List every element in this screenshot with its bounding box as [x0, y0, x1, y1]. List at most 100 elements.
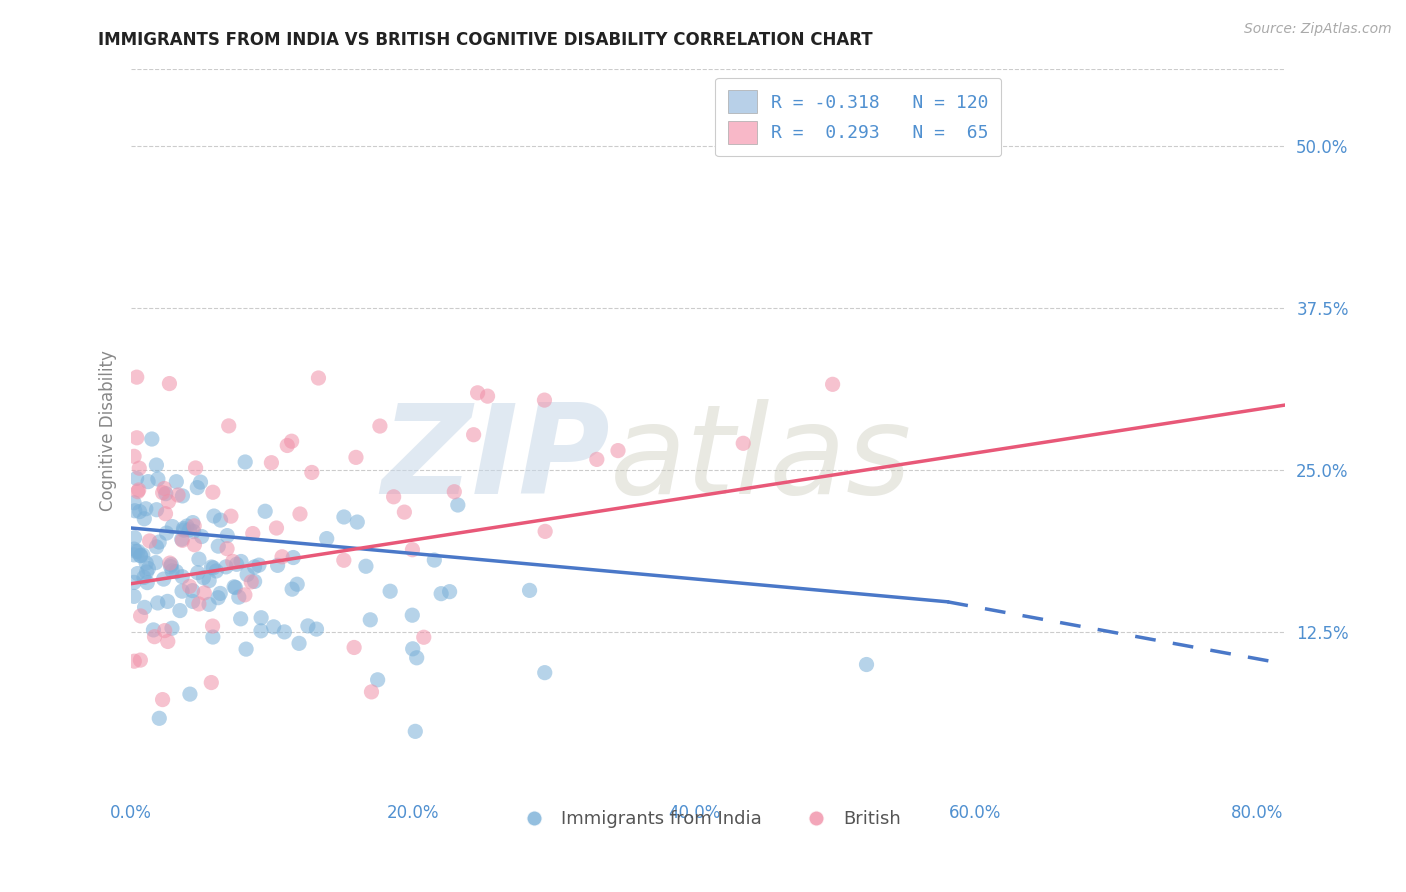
Point	[165, 565, 187, 579]
Point	[315, 532, 337, 546]
Point	[157, 494, 180, 508]
Point	[401, 608, 423, 623]
Point	[181, 583, 204, 598]
Point	[412, 630, 434, 644]
Point	[179, 579, 201, 593]
Point	[122, 496, 145, 510]
Point	[207, 539, 229, 553]
Point	[124, 531, 146, 545]
Point	[382, 490, 405, 504]
Point	[160, 558, 183, 572]
Point	[463, 427, 485, 442]
Point	[477, 389, 499, 403]
Point	[202, 561, 225, 575]
Point	[285, 577, 308, 591]
Point	[201, 485, 224, 500]
Point	[225, 558, 247, 572]
Y-axis label: Cognitive Disability: Cognitive Disability	[100, 351, 117, 511]
Point	[242, 526, 264, 541]
Text: Source: ZipAtlas.com: Source: ZipAtlas.com	[1244, 22, 1392, 37]
Point	[153, 624, 176, 638]
Point	[145, 458, 167, 472]
Point	[135, 565, 157, 579]
Point	[229, 554, 252, 568]
Point	[533, 665, 555, 680]
Point	[423, 553, 446, 567]
Point	[129, 609, 152, 624]
Point	[172, 533, 194, 548]
Point	[301, 466, 323, 480]
Point	[124, 504, 146, 518]
Point	[233, 455, 256, 469]
Point	[346, 515, 368, 529]
Point	[202, 509, 225, 524]
Point	[129, 549, 152, 563]
Point	[169, 604, 191, 618]
Point	[135, 556, 157, 570]
Point	[533, 393, 555, 408]
Point	[200, 560, 222, 574]
Point	[132, 548, 155, 562]
Point	[156, 634, 179, 648]
Point	[405, 650, 427, 665]
Point	[266, 521, 288, 535]
Point	[183, 524, 205, 539]
Point	[205, 564, 228, 578]
Point	[125, 370, 148, 384]
Point	[201, 619, 224, 633]
Point	[207, 591, 229, 605]
Point	[534, 524, 557, 539]
Point	[360, 685, 382, 699]
Point	[136, 475, 159, 489]
Point	[128, 505, 150, 519]
Point	[187, 566, 209, 580]
Point	[172, 570, 194, 584]
Point	[343, 640, 366, 655]
Point	[215, 560, 238, 574]
Point	[198, 598, 221, 612]
Point	[288, 507, 311, 521]
Point	[266, 558, 288, 573]
Point	[404, 724, 426, 739]
Point	[222, 554, 245, 568]
Point	[165, 475, 187, 489]
Point	[519, 583, 541, 598]
Point	[125, 431, 148, 445]
Point	[129, 549, 152, 563]
Point	[138, 561, 160, 575]
Point	[297, 619, 319, 633]
Point	[190, 475, 212, 489]
Point	[146, 472, 169, 486]
Point	[129, 653, 152, 667]
Point	[136, 575, 159, 590]
Point	[152, 572, 174, 586]
Point	[134, 600, 156, 615]
Point	[145, 502, 167, 516]
Point	[201, 630, 224, 644]
Point	[181, 594, 204, 608]
Point	[181, 516, 204, 530]
Point	[187, 597, 209, 611]
Point	[283, 550, 305, 565]
Text: atlas: atlas	[610, 400, 912, 520]
Point	[153, 482, 176, 496]
Point	[585, 452, 607, 467]
Point	[217, 528, 239, 542]
Point	[198, 574, 221, 588]
Point	[124, 654, 146, 668]
Point	[122, 450, 145, 464]
Point	[128, 461, 150, 475]
Point	[162, 519, 184, 533]
Point	[122, 575, 145, 590]
Point	[186, 481, 208, 495]
Point	[280, 434, 302, 449]
Point	[135, 501, 157, 516]
Point	[155, 486, 177, 500]
Point	[152, 692, 174, 706]
Point	[447, 498, 470, 512]
Point	[170, 533, 193, 547]
Point	[122, 548, 145, 562]
Legend: Immigrants from India, British: Immigrants from India, British	[509, 803, 908, 835]
Point	[250, 611, 273, 625]
Point	[145, 556, 167, 570]
